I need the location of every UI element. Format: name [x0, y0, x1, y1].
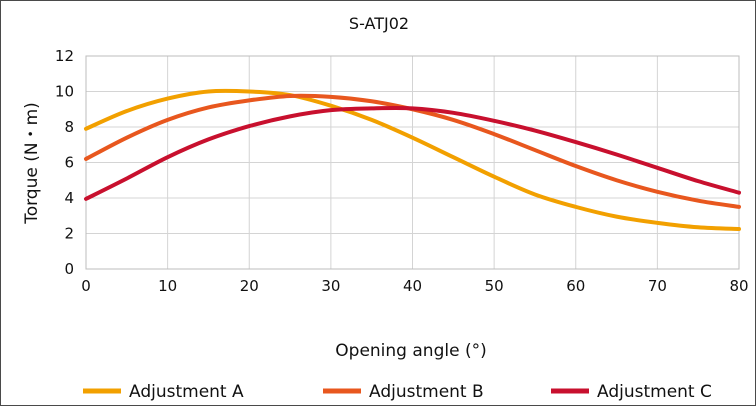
x-tick-label: 50 [485, 277, 504, 295]
chart-title: S-ATJ02 [349, 14, 409, 33]
legend-item: Adjustment A [83, 382, 244, 402]
y-tick-label: 2 [64, 225, 74, 243]
y-tick-label: 12 [55, 47, 74, 65]
x-tick-label: 20 [240, 277, 259, 295]
y-tick-label: 0 [64, 260, 74, 278]
legend: Adjustment A Adjustment B Adjustment C [83, 382, 712, 402]
series-layer [84, 88, 741, 232]
tick-layer: 0 10 20 30 40 50 60 70 80 0 2 4 6 8 10 12 [55, 47, 749, 295]
x-tick-label: 80 [729, 277, 748, 295]
x-tick-label: 70 [648, 277, 667, 295]
x-tick-label: 60 [566, 277, 585, 295]
y-tick-label: 6 [64, 154, 74, 172]
legend-label: Adjustment B [369, 382, 484, 402]
legend-item: Adjustment B [323, 382, 484, 402]
x-tick-label: 40 [403, 277, 422, 295]
plot-area [85, 55, 740, 270]
y-tick-label: 8 [64, 118, 74, 136]
y-tick-label: 10 [55, 83, 74, 101]
series-line-c [84, 105, 741, 201]
series-line-a [84, 88, 741, 232]
x-tick-label: 30 [321, 277, 340, 295]
y-axis-label: Torque (N・m) [22, 102, 42, 225]
y-tick-label: 4 [64, 189, 74, 207]
x-tick-label: 10 [158, 277, 177, 295]
legend-label: Adjustment C [597, 382, 712, 402]
legend-label: Adjustment A [129, 382, 244, 402]
x-axis-label: Opening angle (°) [335, 341, 486, 361]
x-tick-label: 0 [81, 277, 91, 295]
legend-item: Adjustment C [551, 382, 712, 402]
